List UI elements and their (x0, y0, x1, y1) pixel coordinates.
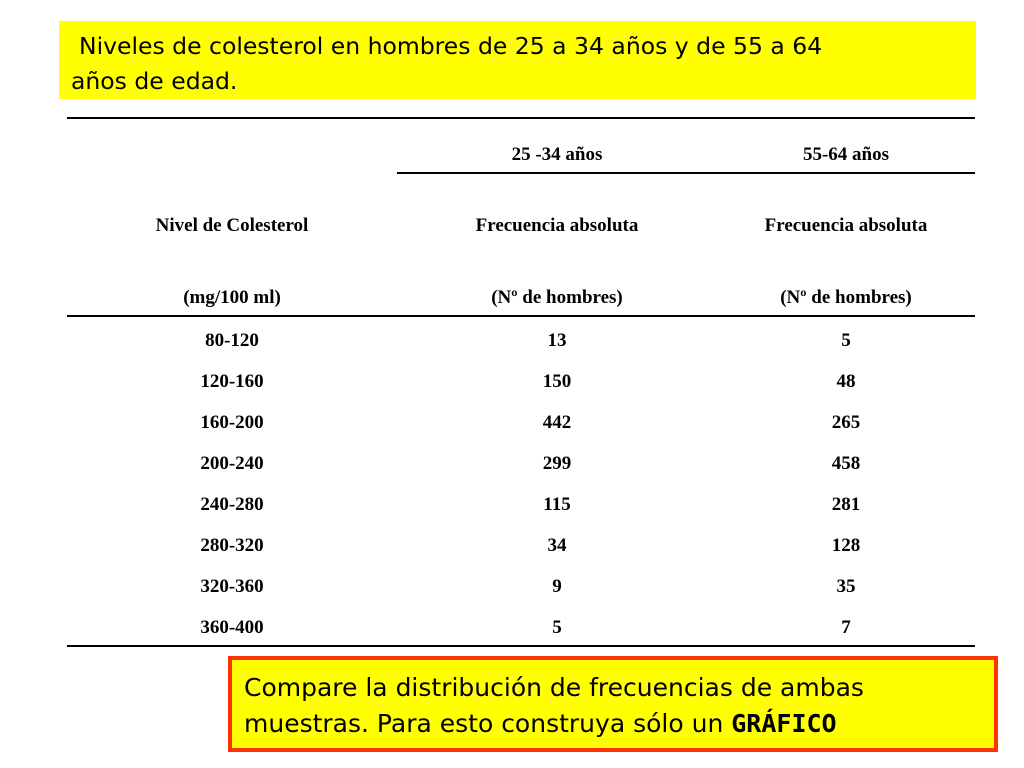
table-bottom-rule (67, 645, 975, 647)
table-cell: 80-120 (205, 330, 259, 351)
col3-header-line1: Frecuencia absoluta (764, 215, 928, 236)
table-cell: 35 (836, 576, 856, 597)
group-header-55-64: 55-64 años (802, 144, 890, 165)
table-cell: 442 (542, 412, 572, 433)
table-cell: 5 (552, 617, 562, 638)
title-line-2: años de edad. (71, 67, 238, 95)
table-cell: 360-400 (200, 617, 264, 638)
table-cell: 9 (552, 576, 562, 597)
table-cell: 150 (542, 371, 572, 392)
group-header-25-34: 25 -34 años (511, 144, 603, 165)
task-emphasis: GRÁFICO (731, 709, 837, 738)
col1-header-line1: Nivel de Colesterol (155, 215, 309, 236)
table-cell: 280-320 (200, 535, 264, 556)
table-cell: 281 (831, 494, 861, 515)
table-cell: 115 (543, 494, 571, 515)
group-header-rule (397, 172, 975, 174)
table-cell: 48 (836, 371, 856, 392)
table-cell: 299 (542, 453, 572, 474)
table-cell: 120-160 (200, 371, 264, 392)
table-cell: 320-360 (200, 576, 264, 597)
table-cell: 13 (547, 330, 567, 351)
title-line-1: Niveles de colesterol en hombres de 25 a… (79, 32, 823, 60)
table-top-rule (67, 117, 975, 119)
col2-header-line1: Frecuencia absoluta (475, 215, 639, 236)
table-cell: 34 (547, 535, 567, 556)
table-cell: 7 (841, 617, 851, 638)
col2-header-line2: (Nº de hombres) (491, 287, 623, 308)
task-line-2: muestras. Para esto construya sólo un (244, 709, 732, 738)
table-cell: 200-240 (200, 453, 264, 474)
header-bottom-rule (67, 315, 975, 317)
table-cell: 128 (831, 535, 861, 556)
table-cell: 240-280 (200, 494, 264, 515)
table-cell: 5 (841, 330, 851, 351)
table-cell: 458 (831, 453, 861, 474)
col3-header-line2: (Nº de hombres) (780, 287, 912, 308)
task-line-1: Compare la distribución de frecuencias d… (244, 673, 864, 702)
col1-header-line2: (mg/100 ml) (183, 287, 281, 308)
table-cell: 160-200 (200, 412, 264, 433)
title-banner: Niveles de colesterol en hombres de 25 a… (59, 21, 976, 99)
task-instruction-box: Compare la distribución de frecuencias d… (228, 656, 998, 752)
table-cell: 265 (831, 412, 861, 433)
